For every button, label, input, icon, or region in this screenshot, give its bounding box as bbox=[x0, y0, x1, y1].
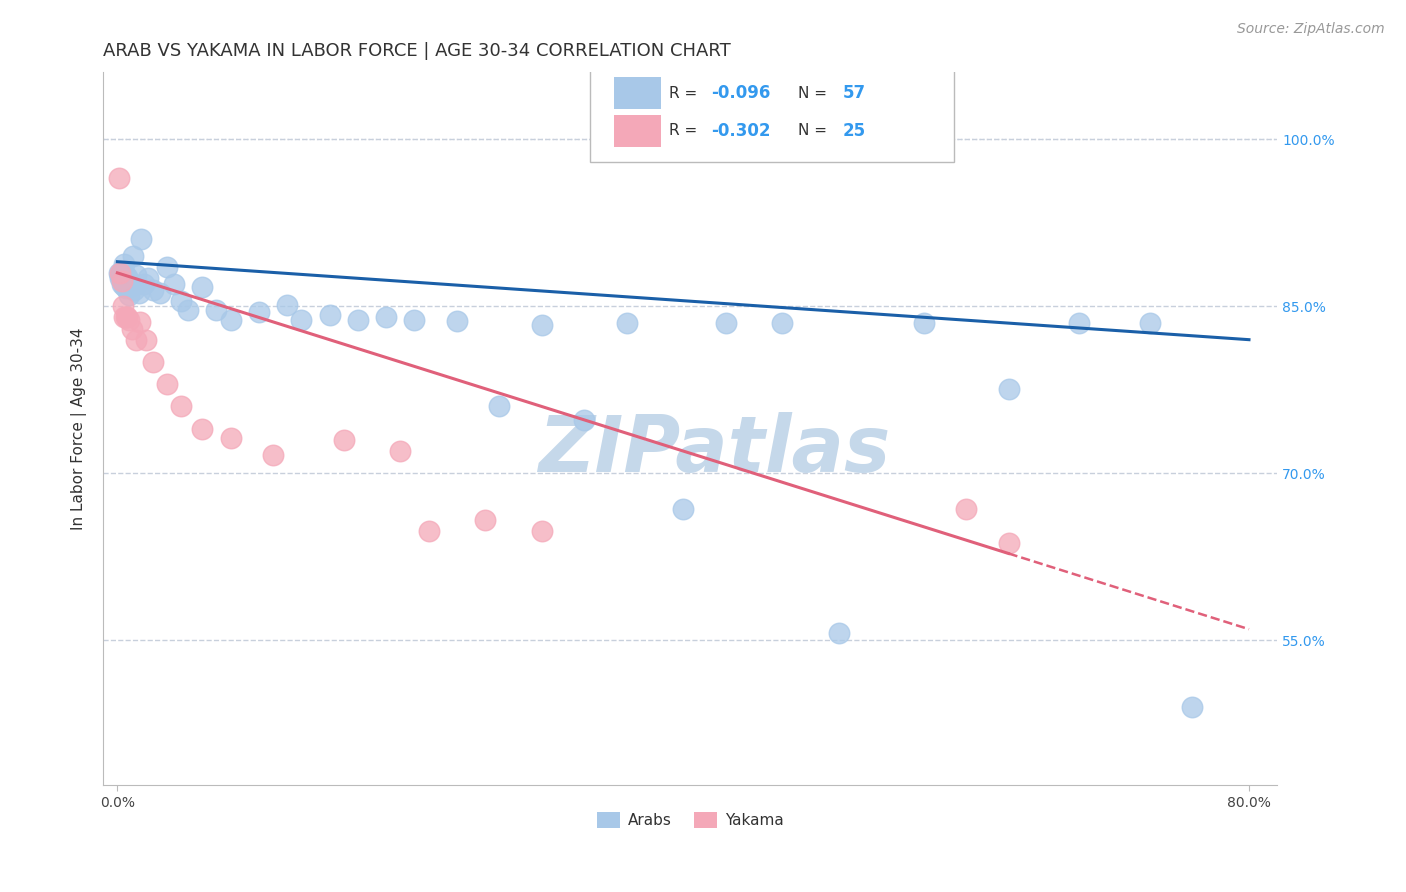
Point bbox=[347, 312, 370, 326]
Y-axis label: In Labor Force | Age 30-34: In Labor Force | Age 30-34 bbox=[72, 327, 87, 530]
Point bbox=[111, 267, 134, 281]
Point bbox=[107, 266, 129, 280]
Point bbox=[191, 422, 214, 436]
Point bbox=[142, 283, 165, 297]
Point bbox=[672, 502, 695, 516]
Point bbox=[149, 285, 172, 300]
Point bbox=[177, 302, 200, 317]
Point bbox=[156, 260, 179, 275]
Point bbox=[121, 321, 143, 335]
Point bbox=[247, 305, 270, 319]
Point bbox=[191, 280, 214, 294]
FancyBboxPatch shape bbox=[614, 115, 661, 147]
Point bbox=[115, 272, 138, 286]
Point bbox=[120, 275, 142, 289]
Point bbox=[110, 263, 132, 277]
Point bbox=[219, 312, 242, 326]
Point bbox=[389, 444, 412, 458]
Point bbox=[170, 400, 193, 414]
Point bbox=[135, 333, 157, 347]
Point bbox=[1069, 316, 1091, 330]
Point bbox=[418, 524, 440, 539]
Point bbox=[616, 316, 638, 330]
Point bbox=[118, 312, 141, 326]
Point bbox=[770, 316, 793, 330]
Text: N =: N = bbox=[799, 86, 832, 101]
Text: ZIPatlas: ZIPatlas bbox=[537, 412, 890, 488]
Point bbox=[142, 355, 165, 369]
Point bbox=[110, 277, 132, 291]
Point bbox=[117, 310, 139, 325]
Point bbox=[530, 524, 553, 539]
Point bbox=[997, 382, 1019, 396]
Point bbox=[115, 281, 138, 295]
Text: Source: ZipAtlas.com: Source: ZipAtlas.com bbox=[1237, 22, 1385, 37]
Point bbox=[112, 310, 135, 325]
Point bbox=[446, 314, 468, 328]
Point bbox=[112, 279, 135, 293]
Point bbox=[1139, 316, 1161, 330]
Point bbox=[156, 377, 179, 392]
Point bbox=[124, 283, 146, 297]
Point bbox=[108, 266, 131, 280]
Point bbox=[170, 293, 193, 308]
Point bbox=[111, 275, 134, 289]
Point bbox=[128, 285, 150, 300]
Text: ARAB VS YAKAMA IN LABOR FORCE | AGE 30-34 CORRELATION CHART: ARAB VS YAKAMA IN LABOR FORCE | AGE 30-3… bbox=[103, 42, 731, 60]
Point bbox=[125, 268, 148, 282]
Point bbox=[121, 279, 143, 293]
Text: 57: 57 bbox=[842, 84, 866, 102]
Point bbox=[276, 298, 298, 312]
Legend: Arabs, Yakama: Arabs, Yakama bbox=[591, 806, 790, 835]
Point bbox=[332, 433, 354, 447]
Point bbox=[110, 274, 132, 288]
Point bbox=[112, 271, 135, 285]
Point bbox=[118, 274, 141, 288]
Point bbox=[110, 270, 132, 285]
Text: N =: N = bbox=[799, 123, 832, 138]
Text: -0.302: -0.302 bbox=[711, 122, 770, 140]
Text: 25: 25 bbox=[842, 122, 866, 140]
Point bbox=[117, 270, 139, 285]
Point bbox=[912, 316, 935, 330]
Point bbox=[828, 625, 851, 640]
Point bbox=[108, 271, 131, 285]
Text: R =: R = bbox=[669, 86, 702, 101]
Point bbox=[134, 277, 156, 291]
Point bbox=[115, 310, 138, 325]
Point bbox=[262, 449, 284, 463]
Point bbox=[318, 308, 340, 322]
Point bbox=[112, 257, 135, 271]
Point bbox=[122, 249, 145, 263]
Point bbox=[474, 513, 496, 527]
Point bbox=[129, 315, 152, 329]
Point bbox=[404, 312, 426, 326]
Point bbox=[163, 277, 186, 291]
Point bbox=[108, 268, 131, 282]
FancyBboxPatch shape bbox=[614, 78, 661, 110]
Point bbox=[955, 502, 977, 516]
Point bbox=[117, 277, 139, 291]
Point bbox=[111, 299, 134, 313]
Point bbox=[530, 318, 553, 333]
FancyBboxPatch shape bbox=[591, 62, 955, 161]
Point bbox=[115, 269, 138, 284]
Point bbox=[205, 302, 228, 317]
Point bbox=[125, 333, 148, 347]
Point bbox=[488, 400, 510, 414]
Point bbox=[290, 312, 312, 326]
Point bbox=[375, 310, 398, 325]
Point bbox=[1181, 700, 1204, 714]
Point bbox=[118, 288, 141, 302]
Point bbox=[107, 171, 129, 186]
Text: R =: R = bbox=[669, 123, 702, 138]
Point bbox=[714, 316, 737, 330]
Point bbox=[138, 271, 160, 285]
Point bbox=[219, 431, 242, 445]
Point bbox=[997, 536, 1019, 550]
Point bbox=[131, 232, 153, 246]
Point bbox=[572, 413, 595, 427]
Text: -0.096: -0.096 bbox=[711, 84, 770, 102]
